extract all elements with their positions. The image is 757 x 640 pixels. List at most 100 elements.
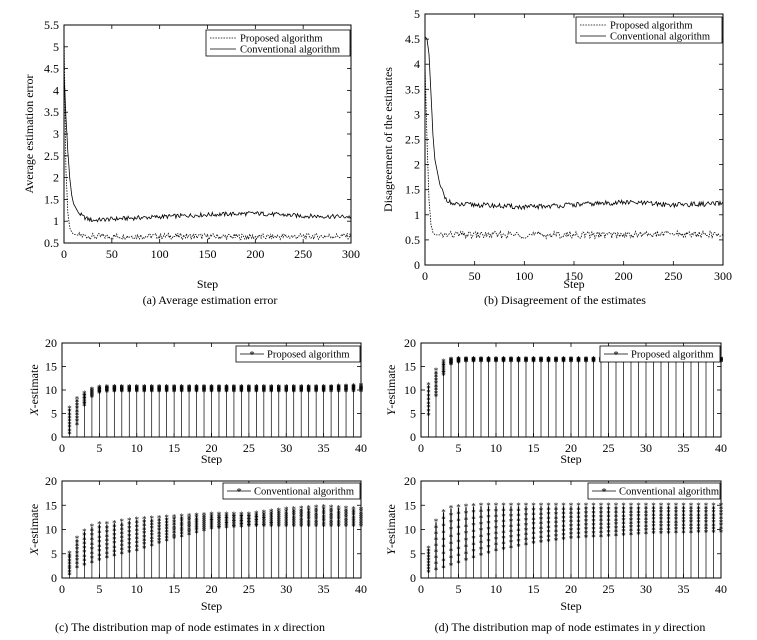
x-tick-label: 25 xyxy=(603,441,615,455)
x-tick-label: 200 xyxy=(246,247,264,261)
x-axis-label: Step xyxy=(560,599,581,613)
star-marker: * xyxy=(217,383,222,393)
y-tick-label: 2 xyxy=(414,158,420,172)
star-marker: * xyxy=(157,387,162,397)
y-tick-label: 3 xyxy=(414,107,420,121)
star-marker: * xyxy=(651,529,656,539)
star-marker: * xyxy=(224,383,229,393)
y-tick-label: 15 xyxy=(404,360,416,374)
star-marker: * xyxy=(90,558,95,568)
y-axis-label: Average estimation error xyxy=(22,74,36,193)
star-marker: * xyxy=(247,383,252,393)
x-tick-label: 40 xyxy=(355,441,367,455)
star-marker: * xyxy=(67,571,72,581)
chart-d-conventional: 0 5 10 15 20 25 30 35 4005101520StepY-estimate**… xyxy=(384,474,727,613)
star-marker: * xyxy=(314,383,319,393)
star-marker: * xyxy=(105,383,110,393)
y-tick-label: 1.5 xyxy=(405,183,420,197)
star-marker: * xyxy=(194,528,199,538)
x-tick-label: 30 xyxy=(280,441,292,455)
legend-label: Proposed algorithm xyxy=(240,34,323,45)
star-marker: * xyxy=(254,509,259,519)
star-marker: * xyxy=(321,387,326,397)
star-marker: * xyxy=(149,387,154,397)
legend-label: Conventional algorithm xyxy=(610,32,710,43)
y-axis-label: Y-estimate xyxy=(384,365,398,416)
y-axis-label: X-estimate xyxy=(27,504,41,556)
legend-label: Conventional algorithm xyxy=(254,487,354,498)
panel-d-bottom: 0 5 10 15 20 25 30 35 40 0 5 10 15 20 Step Y-estimate * *… xyxy=(378,465,757,615)
y-tick-label: 1 xyxy=(53,214,59,228)
x-tick-label: 25 xyxy=(243,582,255,596)
x-tick-label: 35 xyxy=(318,582,330,596)
legend-label: Proposed algorithm xyxy=(267,350,350,361)
y-tick-label: 3.5 xyxy=(44,105,59,119)
star-marker: * xyxy=(202,383,207,393)
legend-label: Proposed algorithm xyxy=(610,21,693,32)
y-axis-label: Y-estimate xyxy=(384,504,398,555)
star-marker: * xyxy=(135,383,140,393)
x-tick-label: 0 xyxy=(61,247,67,261)
star-marker: * xyxy=(284,505,289,515)
star-marker: * xyxy=(97,383,102,393)
star-marker: * xyxy=(157,513,162,523)
x-tick-label: 25 xyxy=(243,441,255,455)
star-marker: * xyxy=(464,556,469,566)
star-marker: * xyxy=(262,522,267,532)
y-tick-label: 0 xyxy=(51,571,57,585)
caption-d-var: y xyxy=(654,620,660,634)
legend-label: Conventional algorithm xyxy=(240,45,340,56)
star-marker: * xyxy=(336,387,341,397)
star-marker: * xyxy=(351,387,356,397)
star-marker: * xyxy=(359,387,364,397)
star-marker: * xyxy=(142,544,147,554)
star-marker: * xyxy=(164,513,169,523)
x-axis-label: Step xyxy=(201,599,222,613)
y-axis-label-var: Y xyxy=(384,407,398,415)
star-marker: * xyxy=(149,383,154,393)
x-tick-label: 5 xyxy=(456,441,462,455)
star-marker: * xyxy=(179,383,184,393)
star-marker: * xyxy=(112,387,117,397)
x-axis-label: Step xyxy=(563,277,584,291)
x-tick-label: 0 xyxy=(59,582,65,596)
star-marker: * xyxy=(112,383,117,393)
y-tick-label: 10 xyxy=(404,523,416,537)
y-tick-label: 1 xyxy=(414,208,420,222)
y-tick-label: 5.5 xyxy=(44,18,59,32)
star-marker: * xyxy=(277,387,282,397)
star-marker: * xyxy=(336,522,341,532)
star-marker: * xyxy=(232,383,237,393)
star-marker: * xyxy=(127,383,132,393)
star-marker: * xyxy=(599,532,604,542)
star-marker: * xyxy=(456,503,461,513)
x-tick-label: 150 xyxy=(565,269,583,283)
star-marker: * xyxy=(75,394,80,404)
star-marker: * xyxy=(426,380,431,390)
star-marker: * xyxy=(172,383,177,393)
x-tick-label: 15 xyxy=(528,582,540,596)
star-marker: * xyxy=(172,387,177,397)
legend-box xyxy=(222,482,361,500)
caption-c-var: x xyxy=(274,620,280,634)
y-tick-label: 2.5 xyxy=(405,133,420,147)
legend-box xyxy=(205,29,351,57)
star-marker: * xyxy=(321,383,326,393)
y-tick-label: 20 xyxy=(45,474,57,488)
star-marker: * xyxy=(291,387,296,397)
x-tick-label: 250 xyxy=(294,247,312,261)
y-axis-label-rest: -estimate xyxy=(384,504,398,548)
star-marker: * xyxy=(112,552,117,562)
y-tick-label: 20 xyxy=(404,336,416,350)
chart-b: 0 50 100 150 200 250 300 0 0.5 1 1.5 2 2.5 3 3.5 4 4.5 5 S… xyxy=(381,7,732,291)
star-marker: * xyxy=(179,532,184,542)
star-marker: * xyxy=(232,387,237,397)
star-marker: * xyxy=(97,556,102,566)
star-marker: * xyxy=(284,387,289,397)
star-marker: * xyxy=(299,522,304,532)
star-marker: * xyxy=(120,517,125,527)
star-marker: * xyxy=(306,522,311,532)
plot-frame xyxy=(424,13,724,266)
x-tick-label: 20 xyxy=(206,582,218,596)
y-tick-label: 20 xyxy=(45,336,57,350)
